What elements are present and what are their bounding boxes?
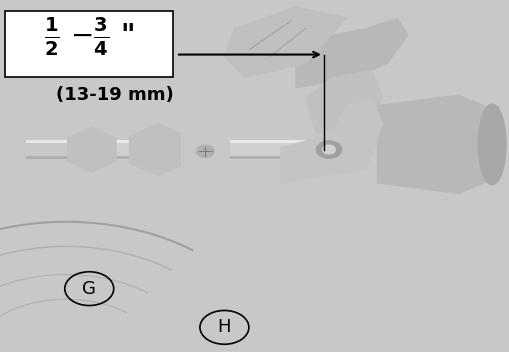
Bar bbox=[25, 140, 331, 144]
Circle shape bbox=[322, 145, 335, 154]
Polygon shape bbox=[305, 70, 382, 134]
Bar bbox=[25, 140, 331, 159]
Polygon shape bbox=[224, 7, 346, 77]
Text: H: H bbox=[217, 318, 231, 337]
Bar bbox=[181, 125, 229, 174]
FancyBboxPatch shape bbox=[5, 11, 173, 77]
Circle shape bbox=[195, 145, 214, 158]
Polygon shape bbox=[280, 99, 382, 183]
Bar bbox=[25, 156, 331, 159]
Polygon shape bbox=[377, 95, 499, 194]
Polygon shape bbox=[295, 18, 407, 88]
Text: $\mathregular{\frac{1}{2}}$ $-\mathregular{\frac{3}{4}}$ ": $\mathregular{\frac{1}{2}}$ $-\mathregul… bbox=[44, 16, 134, 58]
Polygon shape bbox=[0, 137, 71, 162]
Text: G: G bbox=[82, 279, 96, 298]
Text: (13-19 mm): (13-19 mm) bbox=[56, 86, 174, 104]
Ellipse shape bbox=[477, 104, 505, 185]
Polygon shape bbox=[129, 123, 186, 176]
Polygon shape bbox=[67, 127, 116, 172]
Circle shape bbox=[316, 141, 341, 158]
